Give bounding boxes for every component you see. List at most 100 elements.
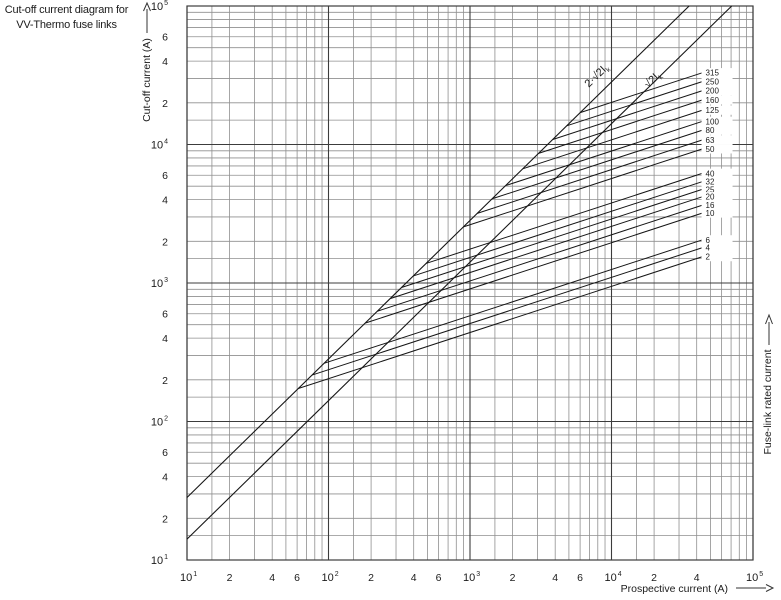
x-tick-2000: 2 (510, 572, 516, 584)
x-axis-arrow-head (765, 584, 775, 592)
rating-label-mask-80 (701, 125, 733, 135)
chart-title: Cut-off current diagram for VV-Thermo fu… (1, 3, 132, 33)
rating-label-50: 50 (706, 145, 715, 154)
rating-label-mask-250 (701, 76, 733, 87)
x-tick-60: 6 (294, 572, 300, 584)
rating-label-20: 20 (706, 193, 715, 202)
fuse-curve-80 (492, 129, 703, 200)
reference-lines (186, 5, 733, 540)
fuse-curve-25 (401, 188, 703, 288)
rating-label-125: 125 (706, 106, 720, 115)
right-axis-arrow-head (765, 313, 773, 325)
x-tick-6000: 6 (577, 572, 583, 584)
rating-label-25: 25 (706, 185, 715, 194)
rating-label-63: 63 (706, 136, 715, 145)
rating-label-10: 10 (706, 209, 715, 218)
rating-label-mask-100 (701, 116, 733, 126)
fuse-curve-4 (311, 247, 703, 376)
rating-label-250: 250 (706, 78, 720, 87)
fuse-curve-315 (580, 72, 703, 114)
x-tick-10e4: 104 (605, 571, 622, 584)
y-tick-4000: 4 (162, 195, 168, 207)
x-axis-label: Prospective current (A) (621, 583, 728, 595)
rating-label-2: 2 (706, 253, 711, 262)
x-tick-20000: 2 (651, 572, 657, 584)
y-tick-200: 2 (162, 375, 168, 387)
rating-label-mask-20 (701, 192, 733, 202)
rating-label-mask-160 (701, 95, 733, 105)
y-axis-arrow-head (143, 1, 151, 12)
rating-label-mask-200 (701, 86, 733, 96)
fuse-curve-2 (298, 256, 703, 390)
x-tick-40000: 4 (694, 572, 700, 584)
y-tick-400: 4 (162, 333, 168, 345)
right-axis-label: Fuse-link rated current (762, 349, 774, 454)
fuse-curve-125 (522, 109, 703, 170)
rating-label-6: 6 (706, 236, 711, 245)
x-tick-600: 6 (436, 572, 442, 584)
fuse-curves (298, 72, 703, 390)
fuse-curve-160 (538, 99, 703, 154)
fuse-curve-10 (364, 212, 703, 324)
x-tick-10e5: 105 (746, 571, 763, 584)
y-tick-10e3: 103 (151, 277, 168, 290)
y-tick-20: 2 (162, 513, 168, 525)
rating-label-mask-40 (701, 168, 733, 178)
y-tick-10e4: 104 (151, 139, 168, 152)
x-tick-4000: 4 (552, 572, 558, 584)
plot-frame (186, 5, 754, 561)
reference-line-0 (186, 5, 690, 498)
y-tick-10e5: 105 (151, 0, 168, 13)
fuse-curve-6 (323, 239, 703, 364)
rating-label-mask-2 (701, 252, 733, 262)
fuse-curve-250 (566, 81, 703, 127)
x-axis-ticks: 101 102 103 104 105 2 4 6 2 4 6 2 4 6 2 4 (180, 571, 763, 584)
x-tick-10e2: 102 (322, 571, 339, 584)
x-tick-20: 2 (227, 572, 233, 584)
rating-label-mask-10 (701, 208, 733, 218)
rating-label-mask-25 (701, 184, 733, 194)
rating-label-mask-32 (701, 176, 733, 187)
y-tick-40000: 4 (162, 56, 168, 68)
y-tick-6000: 6 (162, 170, 168, 182)
fuse-curve-40 (425, 172, 703, 264)
y-tick-10e1: 101 (151, 554, 168, 567)
rating-label-16: 16 (706, 201, 715, 210)
y-tick-60000: 6 (162, 32, 168, 44)
y-tick-2000: 2 (162, 236, 168, 248)
chart-title-line2: VV-Thermo fuse links (16, 19, 117, 31)
rating-label-mask-63 (701, 135, 733, 145)
x-tick-200: 2 (368, 572, 374, 584)
fuse-curve-32 (413, 181, 703, 277)
y-tick-40: 4 (162, 472, 168, 484)
reference-line-1 (186, 5, 733, 540)
rating-label-4: 4 (706, 244, 711, 253)
y-axis-ticks: 101 102 103 104 105 2 4 6 2 4 6 2 4 6 2 4 6 (151, 0, 168, 567)
rating-label-mask-16 (701, 200, 733, 210)
fuse-curve-16 (377, 204, 703, 312)
y-axis-label: Cut-off current (A) (141, 38, 153, 122)
rating-label-100: 100 (706, 117, 720, 126)
y-tick-600: 6 (162, 309, 168, 321)
y-tick-10e2: 102 (151, 416, 168, 429)
fuse-curve-63 (477, 139, 703, 214)
x-tick-10e3: 103 (463, 571, 480, 584)
x-tick-400: 4 (411, 572, 417, 584)
y-tick-60: 6 (162, 447, 168, 459)
x-tick-40: 4 (269, 572, 275, 584)
rating-label-mask-4 (701, 243, 733, 253)
rating-label-mask-125 (701, 105, 733, 115)
rating-label-315: 315 (706, 69, 720, 78)
rating-label-32: 32 (706, 178, 715, 187)
rating-label-40: 40 (706, 169, 715, 178)
rating-label-mask-315 (701, 68, 733, 78)
fuse-curve-100 (505, 120, 703, 187)
fuse-curve-50 (463, 148, 703, 228)
chart-title-line1: Cut-off current diagram for (4, 4, 129, 16)
rating-label-mask-6 (701, 235, 733, 245)
y-tick-20000: 2 (162, 98, 168, 110)
x-tick-10e1: 101 (180, 571, 197, 584)
